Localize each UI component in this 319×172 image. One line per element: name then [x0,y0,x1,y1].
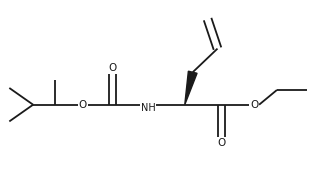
Text: O: O [250,100,258,110]
Polygon shape [185,71,197,105]
Text: O: O [108,63,116,73]
Text: O: O [217,138,226,148]
Text: O: O [78,100,87,110]
Text: NH: NH [141,103,155,113]
